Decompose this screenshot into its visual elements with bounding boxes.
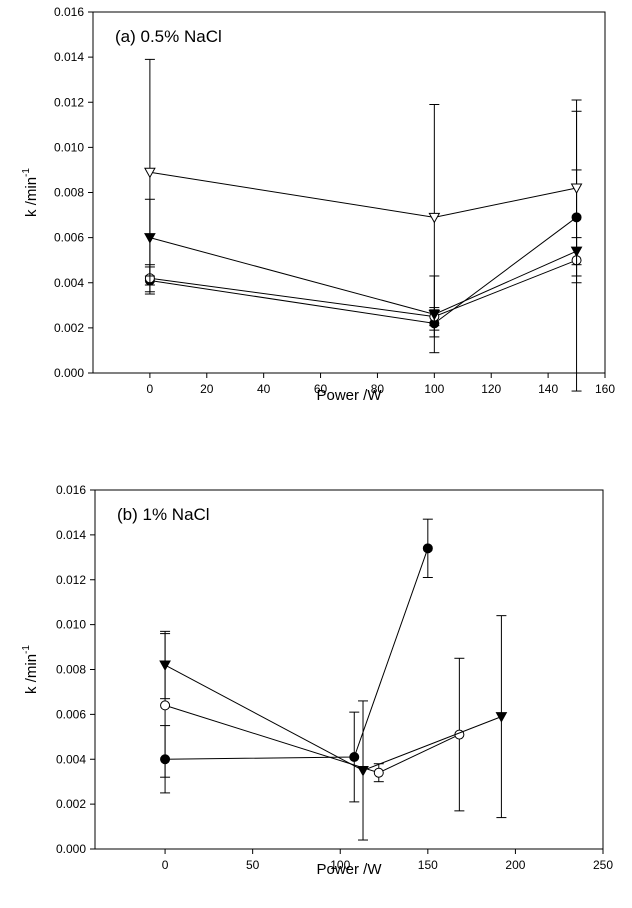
series-open-circle <box>160 633 465 812</box>
x-tick-label: 40 <box>257 382 271 396</box>
y-tick-label: 0.008 <box>56 663 86 677</box>
plot-frame <box>94 489 604 850</box>
series-filled-triangle-down <box>144 110 583 392</box>
y-axis-title: k /min-1 <box>21 168 40 217</box>
y-tick-label: 0.002 <box>54 321 84 335</box>
y-tick-label: 0.000 <box>56 842 86 856</box>
data-point <box>373 767 384 778</box>
data-point <box>160 700 171 711</box>
y-tick-label: 0.012 <box>54 95 84 109</box>
y-tick-label: 0.016 <box>54 5 84 19</box>
y-axis-title-text: k /min <box>23 177 40 217</box>
x-tick-label: 50 <box>246 858 260 872</box>
series-line <box>149 171 577 218</box>
x-tick-label: 250 <box>593 858 613 872</box>
x-tick-label: 60 <box>314 382 328 396</box>
x-tick-label: 100 <box>330 858 350 872</box>
y-tick-label: 0.012 <box>56 573 86 587</box>
y-tick-label: 0.010 <box>54 140 84 154</box>
data-point <box>428 212 441 224</box>
data-point <box>422 543 433 554</box>
x-tick-label: 160 <box>595 382 615 396</box>
y-tick-label: 0.014 <box>56 528 86 542</box>
x-tick-label: 200 <box>505 858 525 872</box>
x-axis-title: Power /W <box>316 861 382 878</box>
chart-panel-a: 0.000 0.002 0.004 0.006 0.008 0.010 0.012 0.014… <box>21 5 615 404</box>
x-tick-label: 150 <box>418 858 438 872</box>
data-point <box>144 167 156 179</box>
series-line <box>164 704 460 774</box>
x-tick-label: 0 <box>147 382 154 396</box>
x-axis-title: Power /W <box>316 387 382 404</box>
x-tick-label: 120 <box>481 382 501 396</box>
y-axis-title: k /min-1 <box>21 645 40 694</box>
x-tick-label: 100 <box>424 382 444 396</box>
y-tick-label: 0.010 <box>56 618 86 632</box>
data-point <box>349 752 360 763</box>
data-point <box>159 660 171 672</box>
series-filled-circle <box>144 169 582 338</box>
y-tick-label: 0.008 <box>54 186 84 200</box>
data-point <box>570 183 583 195</box>
x-tick-label: 20 <box>200 382 214 396</box>
chart-panel-b: 0.000 0.002 0.004 0.006 0.008 0.010 0.012 0.014… <box>21 483 613 878</box>
y-tick-label: 0.004 <box>54 276 84 290</box>
y-tick-label: 0.006 <box>54 231 84 245</box>
y-tick-label: 0.000 <box>54 366 84 380</box>
series-filled-triangle-down <box>159 615 508 841</box>
panel-label: (a) 0.5% NaCl <box>115 27 222 46</box>
panel-label: (b) 1% NaCl <box>117 505 210 524</box>
series-line <box>164 664 502 772</box>
y-tick-label: 0.016 <box>56 483 86 497</box>
y-tick-label: 0.004 <box>56 752 86 766</box>
series-open-triangle-down <box>144 58 583 331</box>
y-tick-label: 0.014 <box>54 50 84 64</box>
y-tick-label: 0.006 <box>56 707 86 721</box>
y-axis-title-superscript: -1 <box>21 645 32 654</box>
y-axis-title-text: k /min <box>23 654 40 694</box>
data-point <box>357 765 369 777</box>
data-point <box>495 712 508 723</box>
y-tick-label: 0.002 <box>56 797 86 811</box>
y-axis-title-superscript: -1 <box>21 168 32 177</box>
plot-frame <box>92 11 606 374</box>
series-line <box>149 259 577 318</box>
series-line <box>149 237 577 315</box>
x-tick-label: 0 <box>162 858 169 872</box>
x-tick-label: 80 <box>371 382 385 396</box>
series-line <box>165 548 429 760</box>
x-tick-label: 140 <box>538 382 558 396</box>
